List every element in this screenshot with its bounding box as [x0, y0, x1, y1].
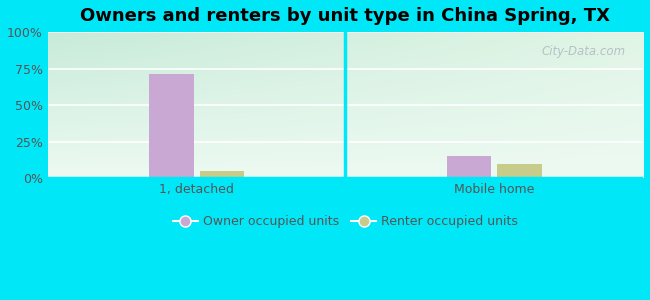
Title: Owners and renters by unit type in China Spring, TX: Owners and renters by unit type in China…: [81, 7, 610, 25]
Bar: [200, 171, 244, 178]
Bar: [149, 74, 194, 178]
Bar: [447, 156, 491, 178]
Legend: Owner occupied units, Renter occupied units: Owner occupied units, Renter occupied un…: [168, 211, 523, 233]
Bar: [497, 164, 542, 178]
Text: City-Data.com: City-Data.com: [541, 45, 625, 58]
